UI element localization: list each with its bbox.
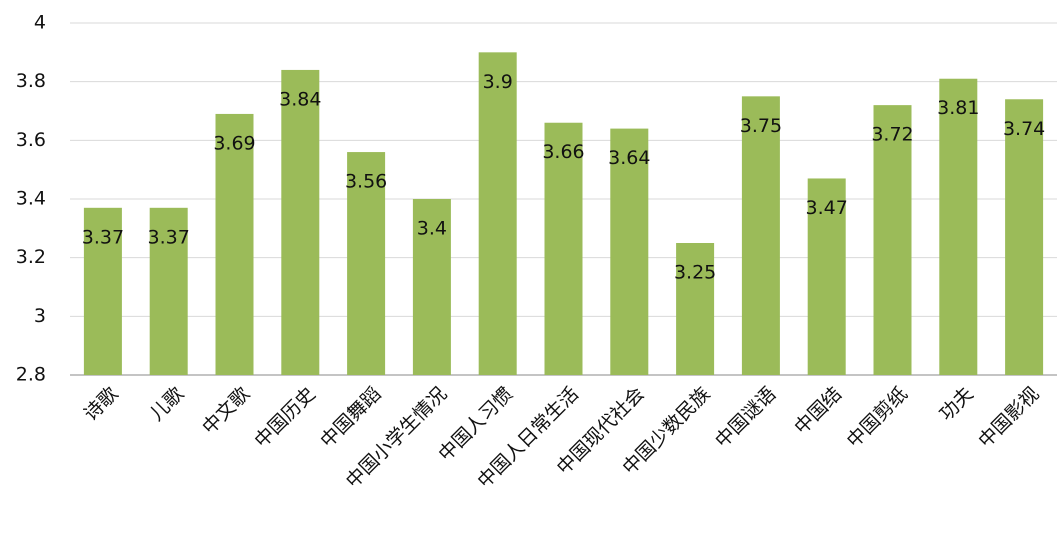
bar: [281, 69, 320, 375]
y-tick-label: 3.8: [16, 70, 46, 92]
bar: [610, 128, 649, 375]
bar: [347, 152, 386, 375]
data-label: 3.75: [740, 115, 782, 137]
data-label: 3.66: [542, 141, 584, 163]
bar: [83, 207, 122, 375]
bar: [741, 96, 780, 375]
bar: [676, 243, 715, 375]
x-tick-label: 中国影视: [974, 383, 1043, 452]
data-label: 3.56: [345, 171, 387, 193]
bar: [478, 52, 517, 375]
x-tick-label: 中国历史: [250, 383, 319, 452]
data-label: 3.81: [937, 97, 979, 119]
y-tick-label: 3.6: [16, 129, 46, 151]
x-tick-label: 中文歌: [198, 383, 254, 439]
bar: [1005, 99, 1044, 376]
x-tick-label: 中国谜语: [711, 383, 780, 452]
bar: [544, 122, 583, 375]
x-tick-label: 中国剪纸: [843, 383, 912, 452]
x-tick-label: 中国结: [790, 383, 846, 439]
x-tick-label: 儿歌: [146, 383, 188, 425]
bar: [807, 178, 846, 375]
y-tick-label: 4: [34, 12, 46, 34]
data-label: 3.47: [806, 197, 848, 219]
data-label: 3.4: [417, 218, 447, 240]
x-tick-label: 中国舞蹈: [316, 383, 385, 452]
y-tick-label: 3.4: [16, 188, 46, 210]
data-label: 3.74: [1003, 118, 1045, 140]
data-label: 3.72: [871, 124, 913, 146]
data-label: 3.25: [674, 262, 716, 284]
bar: [215, 113, 254, 375]
bar: [412, 199, 451, 375]
bar: [149, 207, 188, 375]
y-tick-label: 2.8: [16, 364, 46, 386]
data-label: 3.84: [279, 88, 321, 110]
x-tick-label: 诗歌: [80, 383, 122, 425]
data-label: 3.64: [608, 147, 650, 169]
data-label: 3.9: [483, 71, 513, 93]
y-tick-label: 3.2: [16, 246, 46, 268]
x-tick-label: 功夫: [935, 383, 977, 425]
bar: [873, 105, 912, 375]
data-label: 3.37: [148, 226, 190, 248]
y-tick-label: 3: [34, 305, 46, 327]
data-label: 3.37: [82, 226, 124, 248]
data-label: 3.69: [213, 132, 255, 154]
bar: [939, 78, 978, 375]
